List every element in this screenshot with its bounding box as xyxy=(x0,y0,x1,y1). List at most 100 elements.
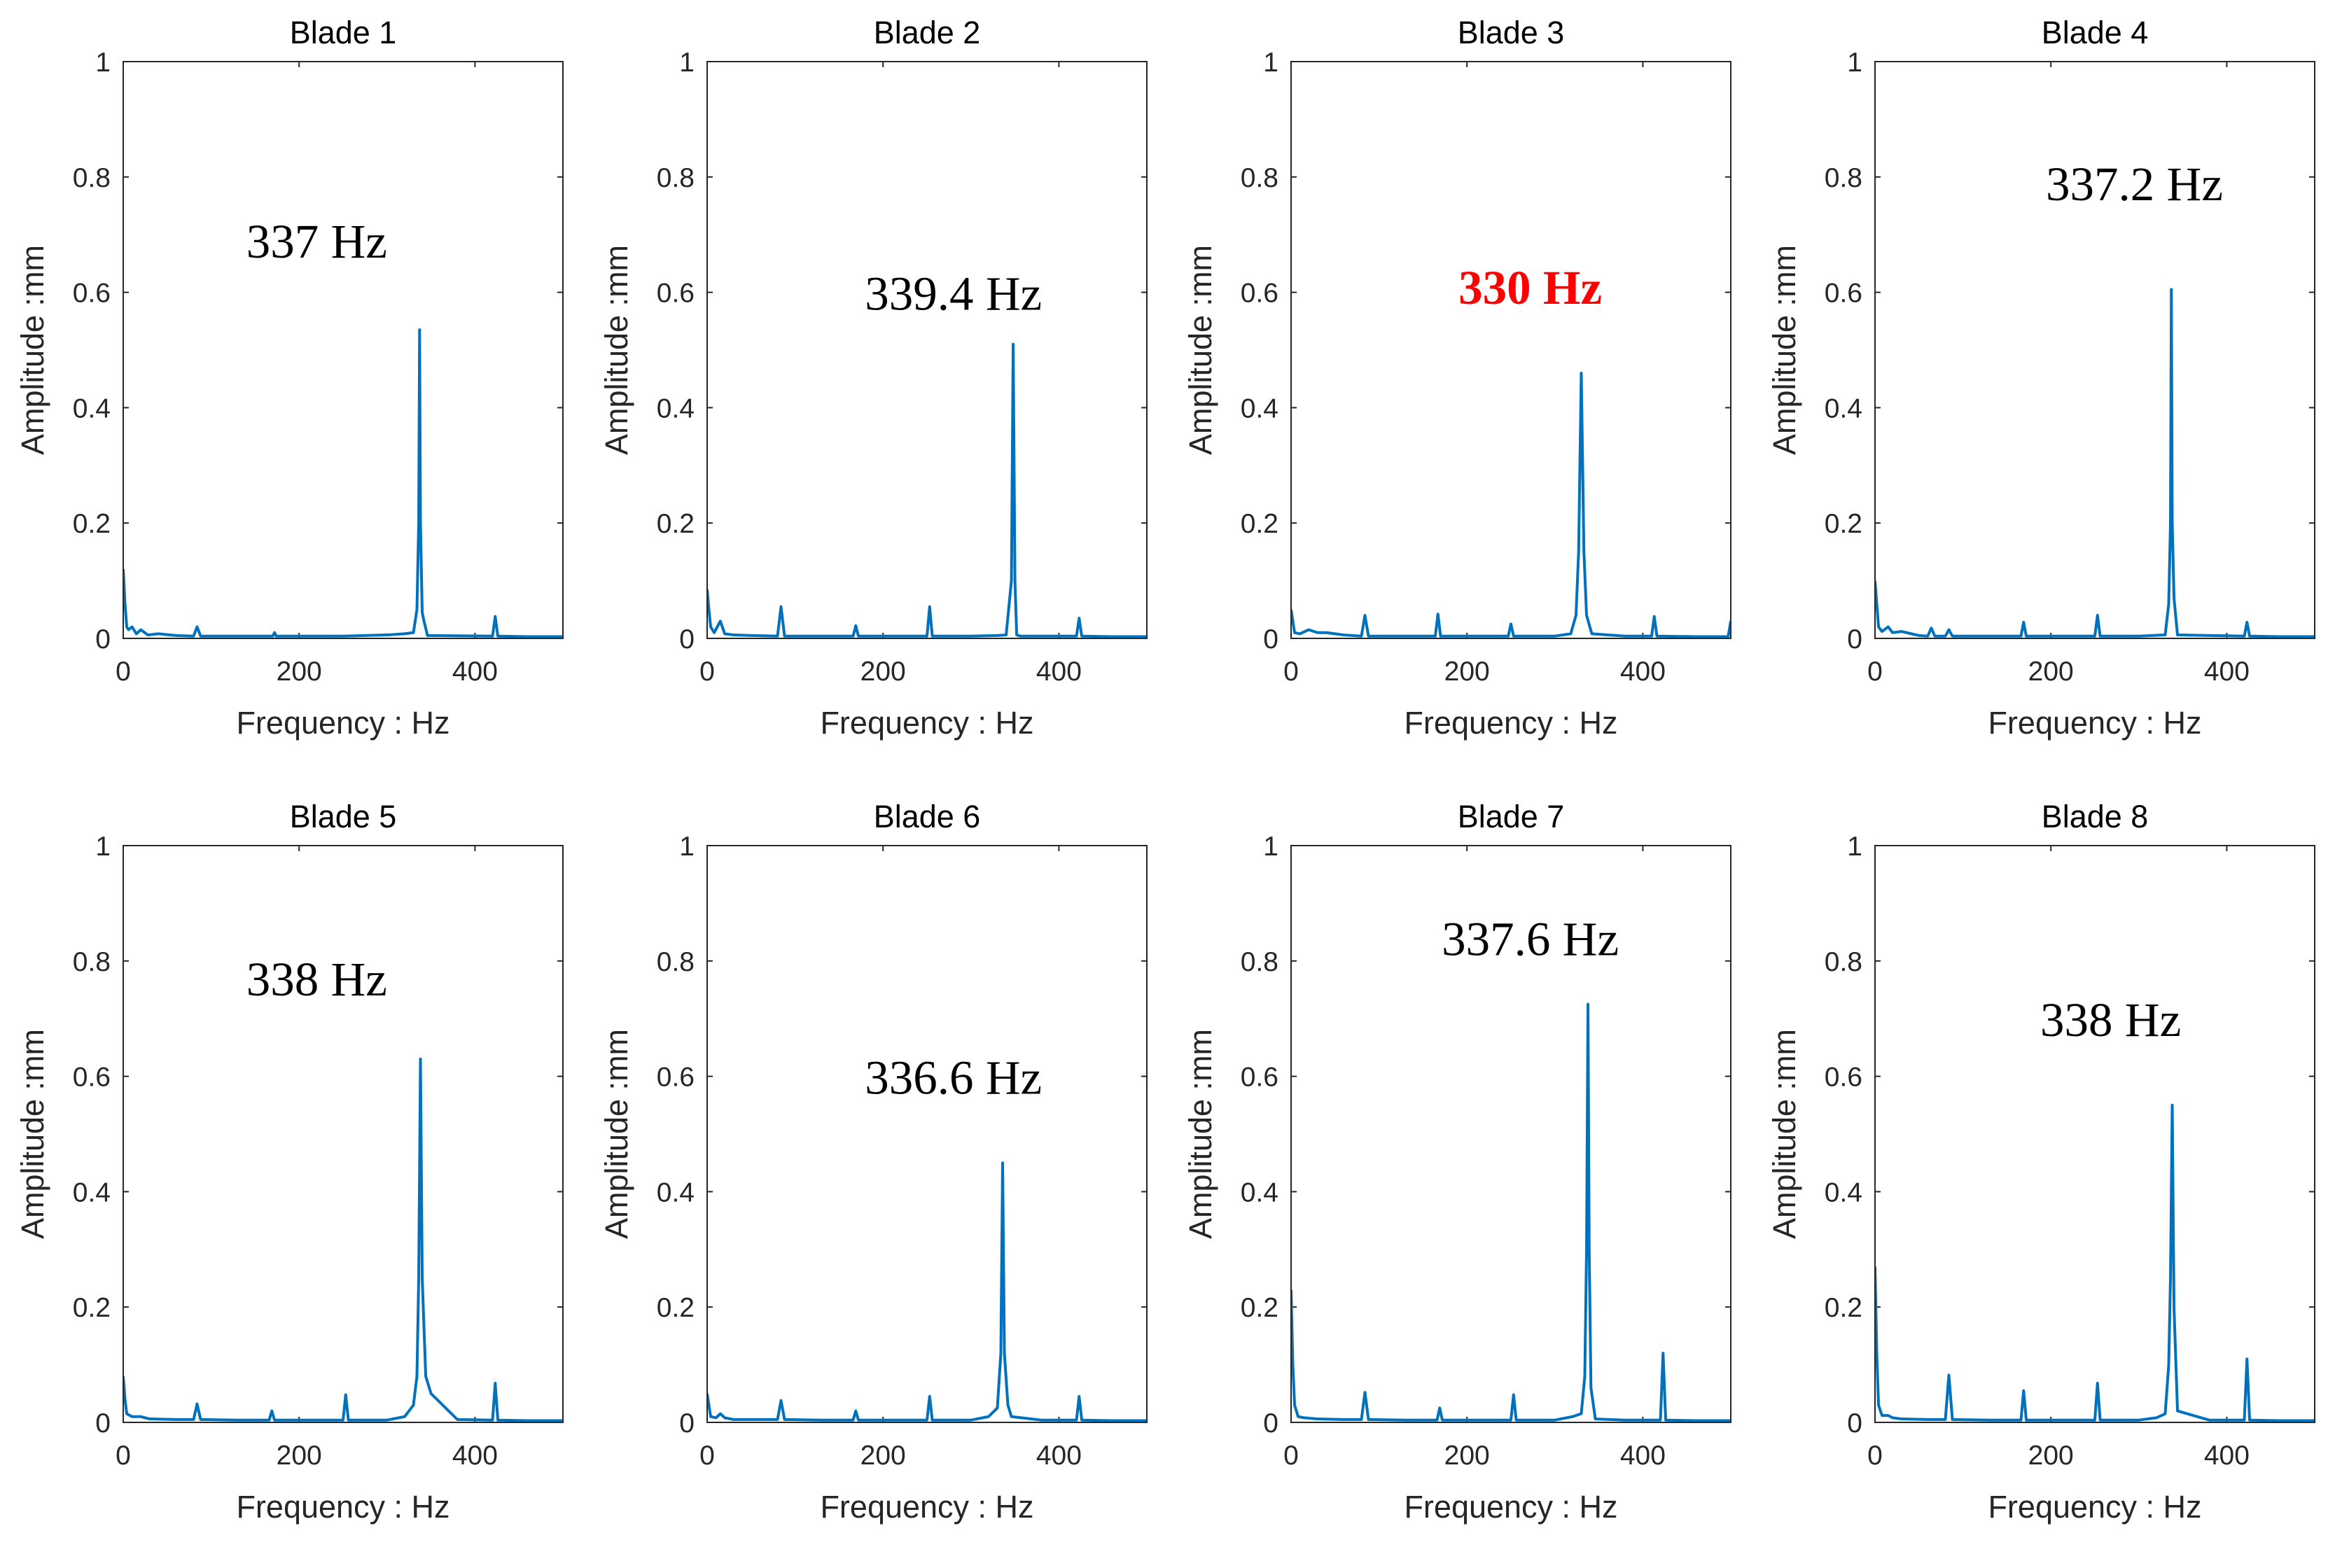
y-tick-label: 0.4 xyxy=(1241,393,1278,424)
y-tick-label: 0.2 xyxy=(657,509,695,539)
x-tick-label: 200 xyxy=(2028,657,2074,687)
plot-area xyxy=(123,846,563,1422)
series-line-spectrum xyxy=(123,328,563,638)
series-line-spectrum xyxy=(1875,288,2315,638)
y-tick-label: 1 xyxy=(95,832,111,862)
y-tick-label: 1 xyxy=(1263,832,1278,862)
x-axis-label: Frequency : Hz xyxy=(820,705,1033,741)
series-line-spectrum xyxy=(1291,371,1731,638)
x-axis-label: Frequency : Hz xyxy=(1404,1489,1617,1525)
x-axis-label: Frequency : Hz xyxy=(1988,1489,2201,1525)
y-tick-label: 0.8 xyxy=(1241,947,1278,977)
x-tick-label: 400 xyxy=(2204,657,2250,687)
y-axis-label: Amplitude :mm xyxy=(1183,1029,1218,1239)
x-axis-label: Frequency : Hz xyxy=(1988,705,2201,741)
chart-title: Blade 7 xyxy=(1458,799,1565,834)
peak-frequency-annotation: 337 Hz xyxy=(246,215,387,268)
chart-title: Blade 5 xyxy=(290,799,397,834)
chart-title: Blade 1 xyxy=(290,15,397,50)
x-axis-label: Frequency : Hz xyxy=(236,705,449,741)
axes-box xyxy=(706,61,1148,639)
plot-area xyxy=(123,62,563,638)
x-tick-label: 200 xyxy=(1444,657,1490,687)
x-tick-label: 400 xyxy=(452,657,498,687)
axes-box xyxy=(1874,61,2315,639)
y-tick-label: 0.2 xyxy=(73,509,111,539)
peak-frequency-annotation: 339.4 Hz xyxy=(865,267,1042,320)
axes-box xyxy=(123,845,564,1423)
chart-title: Blade 2 xyxy=(874,15,981,50)
y-tick-label: 0.6 xyxy=(1241,279,1278,309)
axes-box xyxy=(706,845,1148,1423)
y-tick-label: 0 xyxy=(1847,624,1862,654)
series-line-spectrum xyxy=(1875,1103,2315,1422)
y-tick-label: 0.8 xyxy=(657,947,695,977)
blade-panel-2: Blade 2 0 0.2 0.4 0.6 0.8 1 0 200 400 Frequency : … xyxy=(584,0,1168,784)
x-tick-label: 400 xyxy=(2204,1441,2250,1471)
y-tick-label: 0.2 xyxy=(657,1293,695,1323)
y-tick-label: 0.4 xyxy=(657,393,695,424)
x-tick-label: 200 xyxy=(860,657,906,687)
x-tick-label: 0 xyxy=(699,657,715,687)
y-tick-label: 0.4 xyxy=(73,1177,111,1208)
plot-area xyxy=(707,846,1147,1422)
blade-panel-4: Blade 4 0 0.2 0.4 0.6 0.8 1 0 200 400 Frequency : … xyxy=(1752,0,2335,784)
x-tick-label: 0 xyxy=(116,1441,131,1471)
y-tick-label: 0.8 xyxy=(1825,163,1862,193)
y-tick-label: 0.6 xyxy=(657,279,695,309)
y-tick-label: 0 xyxy=(1263,624,1278,654)
blade-panel-7: Blade 7 0 0.2 0.4 0.6 0.8 1 0 200 400 Frequency : … xyxy=(1168,784,1752,1568)
blade-panel-8: Blade 8 0 0.2 0.4 0.6 0.8 1 0 200 400 Frequency : … xyxy=(1752,784,2335,1568)
peak-frequency-annotation: 338 Hz xyxy=(2040,993,2181,1046)
y-axis-label: Amplitude :mm xyxy=(15,1029,50,1239)
x-tick-label: 200 xyxy=(277,1441,322,1471)
y-tick-label: 0.8 xyxy=(1241,163,1278,193)
y-tick-label: 0.6 xyxy=(1825,279,1862,309)
y-tick-label: 0 xyxy=(679,624,695,654)
series-line-spectrum xyxy=(1291,1002,1731,1422)
peak-frequency-annotation: 338 Hz xyxy=(246,953,387,1006)
y-tick-label: 0 xyxy=(1263,1408,1278,1438)
y-tick-label: 0.2 xyxy=(1241,1293,1278,1323)
y-axis-label: Amplitude :mm xyxy=(1183,245,1218,455)
x-tick-label: 400 xyxy=(1620,657,1666,687)
y-tick-label: 1 xyxy=(679,832,695,862)
y-tick-label: 0.4 xyxy=(657,1177,695,1208)
plot-area xyxy=(1875,62,2315,638)
x-tick-label: 0 xyxy=(116,657,131,687)
x-axis-label: Frequency : Hz xyxy=(1404,705,1617,741)
blade-panel-3: Blade 3 0 0.2 0.4 0.6 0.8 1 0 200 400 Frequency : … xyxy=(1168,0,1752,784)
x-tick-label: 0 xyxy=(699,1441,715,1471)
y-tick-label: 0.8 xyxy=(73,947,111,977)
blade-panel-6: Blade 6 0 0.2 0.4 0.6 0.8 1 0 200 400 Frequency : … xyxy=(584,784,1168,1568)
x-tick-label: 400 xyxy=(1620,1441,1666,1471)
x-tick-label: 0 xyxy=(1867,657,1883,687)
y-tick-label: 0.4 xyxy=(1825,393,1862,424)
axes-box xyxy=(123,61,564,639)
y-axis-label: Amplitude :mm xyxy=(599,245,634,455)
y-tick-label: 0.8 xyxy=(73,163,111,193)
y-tick-label: 1 xyxy=(1847,48,1862,78)
y-tick-label: 0.6 xyxy=(657,1063,695,1093)
x-tick-label: 400 xyxy=(452,1441,498,1471)
y-tick-label: 0.2 xyxy=(1241,509,1278,539)
y-tick-label: 0 xyxy=(1847,1408,1862,1438)
x-tick-label: 200 xyxy=(860,1441,906,1471)
x-tick-label: 200 xyxy=(1444,1441,1490,1471)
y-tick-label: 0.4 xyxy=(1825,1177,1862,1208)
blade-panel-5: Blade 5 0 0.2 0.4 0.6 0.8 1 0 200 400 Frequency : … xyxy=(0,784,584,1568)
axes-box xyxy=(1874,845,2315,1423)
plot-area xyxy=(707,62,1147,638)
y-tick-label: 1 xyxy=(95,48,111,78)
x-tick-label: 0 xyxy=(1283,657,1299,687)
series-line-spectrum xyxy=(707,1161,1147,1422)
y-axis-label: Amplitude :mm xyxy=(1766,1029,1802,1239)
axes-box xyxy=(1290,61,1731,639)
